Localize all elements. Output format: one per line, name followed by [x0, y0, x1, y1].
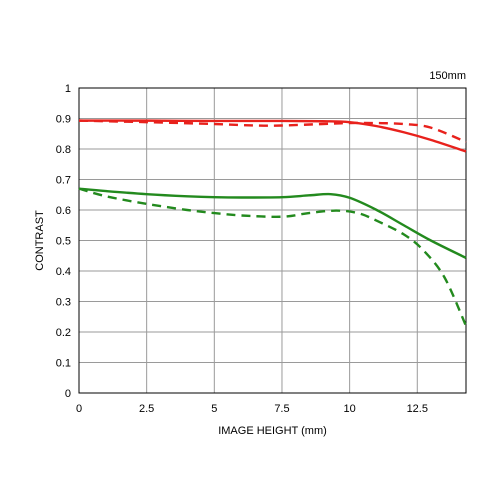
x-tick-label: 2.5 [139, 403, 154, 415]
y-tick-label: 0.6 [56, 205, 71, 217]
series-layer [78, 119, 468, 327]
x-axis-ticks: 0 2.5 5 7.5 10 12.5 [76, 403, 428, 415]
focal-length-annotation: 150mm [429, 70, 466, 82]
green-solid-series-line [78, 187, 467, 259]
x-axis-label: IMAGE HEIGHT (mm) [218, 425, 327, 437]
x-tick-label: 12.5 [407, 403, 428, 415]
x-tick-label: 0 [76, 403, 82, 415]
y-axis-ticks: 0 0.1 0.2 0.3 0.4 0.5 0.6 0.7 0.8 0.9 1 [56, 83, 71, 400]
y-axis-label: CONTRAST [34, 210, 46, 271]
x-tick-label: 10 [344, 403, 356, 415]
grid-lines [79, 88, 466, 393]
y-tick-label: 0.8 [56, 144, 71, 156]
y-tick-label: 1 [65, 83, 71, 95]
green-dashed-series-line [78, 187, 468, 327]
y-tick-label: 0.5 [56, 236, 71, 248]
y-tick-label: 0.4 [56, 266, 71, 278]
y-tick-label: 0.1 [56, 358, 71, 370]
red-solid-series-line [78, 119, 467, 153]
x-tick-label: 5 [211, 403, 217, 415]
y-tick-label: 0.9 [56, 114, 71, 126]
y-tick-label: 0 [65, 388, 71, 400]
y-tick-label: 0.2 [56, 327, 71, 339]
y-tick-label: 0.3 [56, 297, 71, 309]
plot-frame [78, 87, 467, 394]
x-tick-label: 7.5 [274, 403, 289, 415]
y-tick-label: 0.7 [56, 175, 71, 187]
red-dashed-series-line [78, 119, 467, 144]
